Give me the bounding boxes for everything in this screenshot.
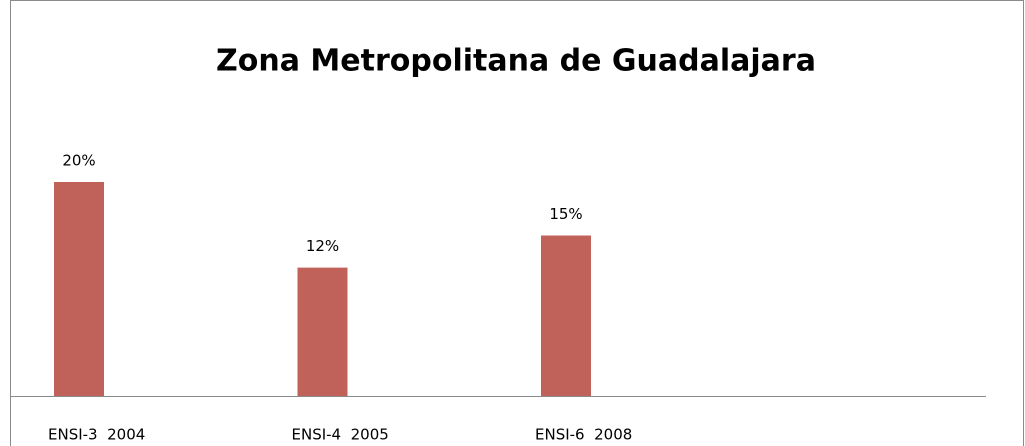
value-label: 15% <box>549 205 582 223</box>
bar <box>541 235 591 396</box>
bar <box>54 182 104 396</box>
value-label: 12% <box>306 237 339 255</box>
chart-title: Zona Metropolitana de Guadalajara <box>216 44 816 79</box>
value-label: 20% <box>62 152 95 170</box>
x-tick-label: ENSI-6 2008 <box>535 426 632 444</box>
bar <box>297 267 348 396</box>
x-tick-label: ENSI-4 2005 <box>292 426 389 444</box>
chart-frame <box>10 0 1024 446</box>
x-tick-label: ENSI-3 2004 <box>48 426 145 444</box>
